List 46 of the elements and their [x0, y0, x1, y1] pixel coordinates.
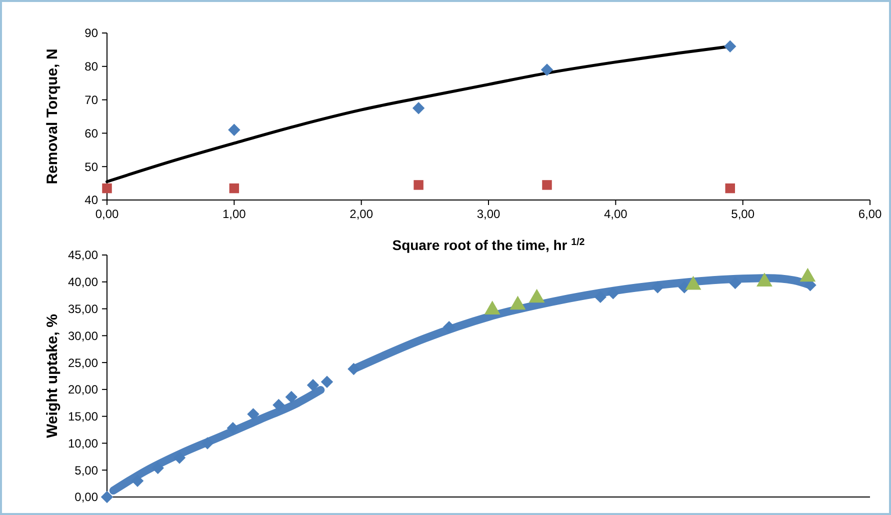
point — [229, 183, 240, 194]
x-tick-label: 3,00 — [476, 207, 500, 221]
point — [247, 408, 260, 420]
y-tick-label: 25,00 — [68, 356, 98, 370]
point — [173, 452, 186, 464]
point — [540, 64, 554, 76]
x-tick-label: 1,00 — [222, 207, 246, 221]
point — [729, 276, 742, 290]
point — [102, 183, 112, 194]
y-tick-label: 30,00 — [68, 328, 98, 343]
point — [285, 390, 298, 404]
point — [414, 180, 424, 190]
x-tick-label: 5,00 — [731, 207, 755, 221]
point — [725, 183, 735, 194]
point — [100, 490, 114, 504]
y-tick-label: 40 — [84, 193, 98, 208]
y-tick-label: 60 — [84, 126, 98, 140]
x-tick-label: 6,00 — [858, 207, 882, 221]
x-tick-label: 0,00 — [95, 207, 119, 221]
point — [201, 437, 214, 450]
point — [348, 362, 360, 376]
point — [724, 40, 736, 52]
point — [272, 398, 285, 412]
y-tick-label: 0,00 — [74, 490, 98, 504]
y-tick-label: 15,00 — [68, 410, 98, 424]
y-tick-label: 50 — [84, 160, 98, 174]
y-tick-label: 20,00 — [68, 382, 98, 397]
y-tick-label: 10,00 — [68, 436, 98, 450]
y-tick-label: 90 — [84, 26, 98, 40]
y-tick-label: 80 — [84, 60, 98, 74]
point — [228, 124, 240, 136]
y-tick-label: 35,00 — [68, 302, 98, 316]
x-tick-label: 4,00 — [604, 207, 628, 221]
y-tick-label: 5,00 — [74, 463, 98, 478]
y-tick-label: 40,00 — [68, 275, 98, 290]
x-tick-label: 2,00 — [350, 207, 374, 221]
point — [226, 422, 239, 434]
y-axis-title: Weight uptake, % — [44, 314, 61, 438]
point — [412, 102, 425, 114]
point — [306, 379, 320, 392]
x-axis-title: Square root of the time, hr $^{1/2}$ — [392, 236, 586, 253]
y-axis-title: Removal Torque, N — [44, 48, 61, 184]
point — [320, 376, 334, 388]
y-tick-label: 45,00 — [68, 248, 98, 262]
y-tick-label: 70 — [84, 93, 98, 107]
point — [542, 180, 552, 190]
